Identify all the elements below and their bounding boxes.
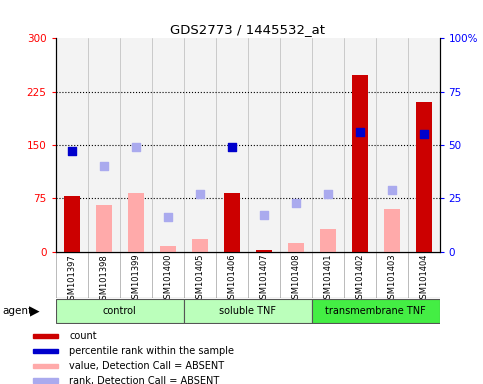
- Text: GSM101401: GSM101401: [323, 254, 332, 305]
- Point: [164, 214, 171, 220]
- Bar: [33, 349, 58, 353]
- Text: GSM101406: GSM101406: [227, 254, 236, 305]
- Text: GSM101400: GSM101400: [163, 254, 172, 305]
- Bar: [352, 75, 368, 252]
- Point: [420, 131, 427, 137]
- Text: GSM101398: GSM101398: [99, 254, 108, 305]
- Title: GDS2773 / 1445532_at: GDS2773 / 1445532_at: [170, 23, 325, 36]
- Point: [196, 191, 203, 197]
- Bar: [215, 38, 248, 252]
- Text: GSM101403: GSM101403: [387, 254, 396, 305]
- Text: soluble TNF: soluble TNF: [219, 306, 276, 316]
- Bar: [224, 193, 240, 252]
- Bar: [408, 38, 440, 252]
- Bar: [384, 209, 399, 252]
- Text: ▶: ▶: [30, 305, 40, 318]
- Point: [355, 129, 363, 135]
- Point: [227, 144, 235, 150]
- Text: GSM101397: GSM101397: [67, 254, 76, 305]
- Bar: [159, 246, 175, 252]
- Bar: [248, 38, 280, 252]
- Point: [292, 199, 299, 205]
- Bar: [33, 334, 58, 338]
- Bar: [56, 299, 184, 323]
- Bar: [312, 38, 343, 252]
- Text: rank, Detection Call = ABSENT: rank, Detection Call = ABSENT: [69, 376, 219, 384]
- Text: GSM101404: GSM101404: [419, 254, 428, 305]
- Bar: [184, 38, 215, 252]
- Point: [99, 163, 107, 169]
- Bar: [287, 243, 303, 252]
- Bar: [64, 196, 80, 252]
- Bar: [192, 239, 208, 252]
- Point: [132, 144, 140, 150]
- Text: GSM101407: GSM101407: [259, 254, 268, 305]
- Bar: [256, 250, 271, 252]
- Text: percentile rank within the sample: percentile rank within the sample: [69, 346, 234, 356]
- Point: [68, 148, 75, 154]
- Bar: [152, 38, 184, 252]
- Text: GSM101402: GSM101402: [355, 254, 364, 305]
- Text: transmembrane TNF: transmembrane TNF: [325, 306, 426, 316]
- Text: count: count: [69, 331, 97, 341]
- Bar: [312, 299, 440, 323]
- Bar: [343, 38, 376, 252]
- Point: [260, 212, 268, 218]
- Text: agent: agent: [2, 306, 32, 316]
- Point: [324, 191, 331, 197]
- Bar: [87, 38, 120, 252]
- Point: [388, 187, 396, 193]
- Bar: [33, 364, 58, 368]
- Bar: [128, 193, 143, 252]
- Bar: [320, 229, 336, 252]
- Bar: [376, 38, 408, 252]
- Bar: [33, 378, 58, 383]
- Text: GSM101399: GSM101399: [131, 254, 140, 305]
- Bar: [56, 38, 87, 252]
- Text: control: control: [103, 306, 136, 316]
- Bar: [184, 299, 312, 323]
- Bar: [120, 38, 152, 252]
- Text: value, Detection Call = ABSENT: value, Detection Call = ABSENT: [69, 361, 224, 371]
- Text: GSM101408: GSM101408: [291, 254, 300, 305]
- Bar: [96, 205, 112, 252]
- Text: GSM101405: GSM101405: [195, 254, 204, 305]
- Bar: [415, 103, 431, 252]
- Bar: [280, 38, 312, 252]
